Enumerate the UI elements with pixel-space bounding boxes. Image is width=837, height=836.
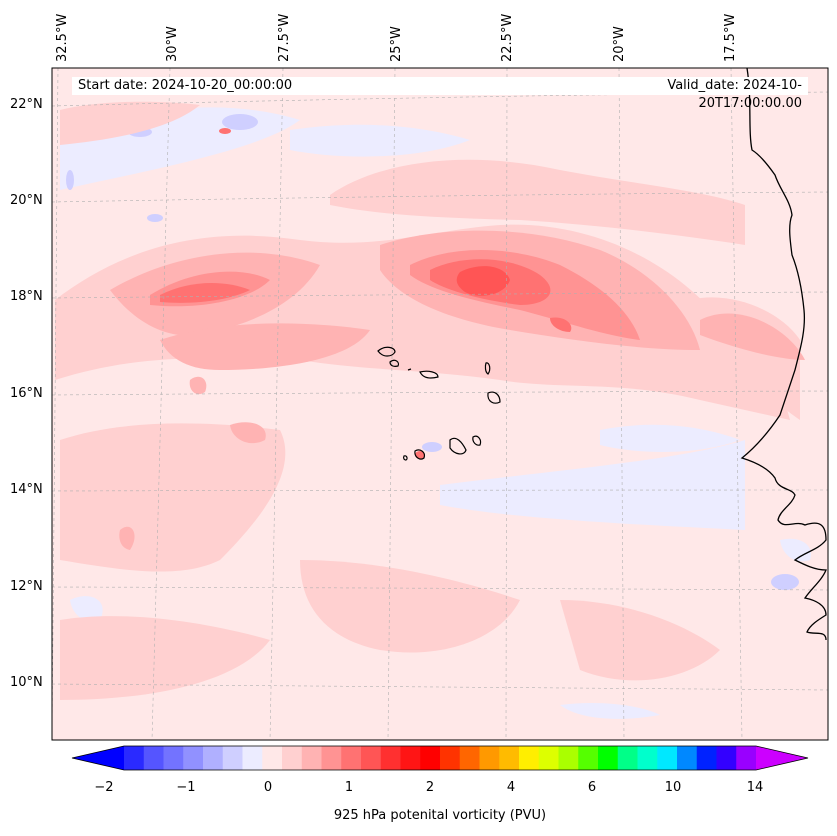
colorbar-tick-2: 2	[425, 780, 435, 795]
colorbar-segment	[400, 746, 421, 770]
colorbar-segment	[380, 746, 401, 770]
colorbar-segment	[519, 746, 540, 770]
colorbar-segment	[282, 746, 303, 770]
positive-pv-spots	[219, 128, 425, 459]
colorbar-segment	[341, 746, 362, 770]
colorbar-segment	[440, 746, 461, 770]
colorbar-segment	[242, 746, 263, 770]
colorbar-segment	[617, 746, 638, 770]
colorbar-segment	[222, 746, 243, 770]
colorbar-extend-min	[72, 746, 124, 770]
colorbar-segment	[716, 746, 737, 770]
start-date-label: Start date: 2024-10-20_00:00:00	[72, 77, 574, 95]
colorbar-segment	[183, 746, 204, 770]
colorbar-segment	[558, 746, 579, 770]
colorbar-tick-neg1: −1	[176, 780, 196, 795]
colorbar-segment	[736, 746, 757, 770]
colorbar-segment	[361, 746, 382, 770]
lon-label-17-5w: 17.5°W	[723, 13, 738, 62]
colorbar-segment	[203, 746, 224, 770]
colorbar-tick-neg2: −2	[94, 780, 114, 795]
colorbar-segment	[499, 746, 520, 770]
colorbar-segment	[677, 746, 698, 770]
colorbar-tick-4: 4	[506, 780, 516, 795]
colorbar-extend-max	[756, 746, 808, 770]
negative-pv-patches	[60, 107, 811, 719]
lon-label-27-5w: 27.5°W	[277, 13, 292, 62]
lat-label-16n: 16°N	[10, 386, 43, 401]
lon-label-32-5w: 32.5°W	[55, 13, 70, 62]
colorbar	[71, 745, 809, 771]
colorbar-segment	[578, 746, 599, 770]
colorbar-tick-14: 14	[746, 780, 764, 795]
blue-pv-spots	[66, 114, 799, 590]
colorbar-segment	[696, 746, 717, 770]
colorbar-tick-0: 0	[263, 780, 273, 795]
lat-label-12n: 12°N	[10, 579, 43, 594]
colorbar-segment	[143, 746, 164, 770]
colorbar-segment	[262, 746, 283, 770]
cape-verde-islands	[377, 346, 501, 461]
graticule	[51, 67, 829, 741]
lon-label-22-5w: 22.5°W	[500, 13, 515, 62]
colorbar-segment	[420, 746, 441, 770]
lat-label-20n: 20°N	[10, 193, 43, 208]
valid-date-label: Valid_date: 2024-10-20T17:00:00.00	[562, 77, 808, 111]
positive-pv-level-5	[456, 266, 510, 296]
colorbar-segment	[124, 746, 145, 770]
colorbar-segment	[598, 746, 619, 770]
colorbar-segment	[301, 746, 322, 770]
lat-label-18n: 18°N	[10, 289, 43, 304]
lat-label-22n: 22°N	[10, 97, 43, 112]
lon-label-25w: 25°W	[389, 26, 404, 62]
colorbar-segment	[163, 746, 184, 770]
colorbar-segment	[459, 746, 480, 770]
colorbar-segment	[637, 746, 658, 770]
lat-label-10n: 10°N	[10, 675, 43, 690]
colorbar-segment	[657, 746, 678, 770]
lon-label-30w: 30°W	[165, 26, 180, 62]
africa-coastline	[740, 67, 827, 641]
colorbar-segment	[538, 746, 559, 770]
colorbar-segment	[479, 746, 500, 770]
colorbar-tick-10: 10	[664, 780, 682, 795]
lon-label-20w: 20°W	[612, 26, 627, 62]
lat-label-14n: 14°N	[10, 482, 43, 497]
colorbar-segment	[321, 746, 342, 770]
colorbar-outline	[71, 745, 809, 771]
map-frame	[51, 67, 829, 741]
colorbar-title: 925 hPa potenital vorticity (PVU)	[333, 808, 547, 823]
colorbar-tick-6: 6	[587, 780, 597, 795]
colorbar-tick-1: 1	[344, 780, 354, 795]
